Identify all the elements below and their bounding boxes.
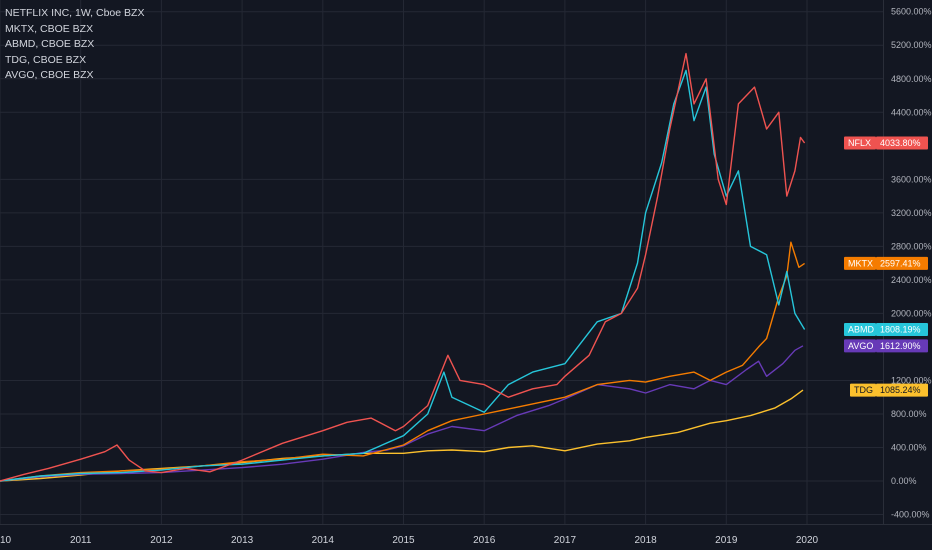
series-line-abmd[interactable] (0, 69, 806, 482)
badge-value: 1808.19% (880, 324, 921, 334)
legend-item-tdg[interactable]: TDG, CBOE BZX (5, 53, 87, 66)
badge-value: 2597.41% (880, 258, 921, 268)
badge-ticker: AVGO (848, 341, 873, 351)
y-tick-label: 5600.00% (891, 7, 932, 17)
price-axis[interactable]: 5600.00% 5200.00% 4800.00% 4400.00% 3600.00%… (891, 7, 932, 520)
y-tick-label: 4400.00% (891, 107, 932, 117)
badge-ticker: TDG (854, 385, 873, 395)
badge-value: 4033.80% (880, 138, 921, 148)
badge-value: 1085.24% (880, 385, 921, 395)
y-tick-label: 3200.00% (891, 208, 932, 218)
x-tick-label: 2010 (0, 535, 12, 546)
y-tick-label: 1200.00% (891, 375, 932, 385)
series-line-avgo[interactable] (0, 345, 804, 482)
legend-item-mktx[interactable]: MKTX, CBOE BZX (5, 22, 94, 35)
x-tick-label: 2013 (231, 535, 254, 546)
series-legend: NETFLIX INC, 1W, Cboe BZX MKTX, CBOE BZX… (5, 6, 144, 84)
grid-lines (0, 0, 883, 524)
badge-mktx: MKTX 2597.41% (844, 256, 928, 270)
legend-item-abmd[interactable]: ABMD, CBOE BZX (5, 38, 95, 50)
y-tick-label: -400.00% (891, 510, 930, 520)
y-tick-label: 0.00% (891, 476, 917, 486)
x-tick-label: 2018 (634, 535, 657, 546)
legend-item-avgo[interactable]: AVGO, CBOE BZX (5, 69, 94, 81)
badge-tdg: TDG 1085.24% (850, 383, 928, 397)
legend-item-nflx[interactable]: NETFLIX INC, 1W, Cboe BZX (5, 7, 145, 19)
y-tick-label: 2000.00% (891, 308, 932, 318)
y-tick-label: 2400.00% (891, 275, 932, 285)
y-tick-label: 3600.00% (891, 174, 932, 184)
x-tick-label: 2020 (796, 535, 819, 546)
series-line-mktx[interactable] (0, 241, 805, 482)
badge-ticker: MKTX (848, 258, 873, 268)
y-tick-label: 4800.00% (891, 74, 932, 84)
x-tick-label: 2019 (715, 535, 738, 546)
y-tick-label: 5200.00% (891, 40, 932, 50)
series-line-nflx[interactable] (0, 52, 806, 482)
badge-avgo: AVGO 1612.90% (844, 339, 928, 353)
last-value-badges: NFLX 4033.80% MKTX 2597.41% ABMD 1808.19% AVGO… (844, 136, 928, 397)
x-tick-label: 2015 (392, 535, 415, 546)
y-tick-label: 2800.00% (891, 241, 932, 251)
x-tick-label: 2016 (473, 535, 496, 546)
y-tick-label: 800.00% (891, 409, 927, 419)
series-lines (0, 52, 806, 482)
badge-ticker: NFLX (848, 138, 871, 148)
x-tick-label: 2011 (70, 535, 92, 546)
y-tick-label: 400.00% (891, 442, 927, 452)
x-tick-label: 2012 (150, 535, 173, 546)
badge-abmd: ABMD 1808.19% (844, 322, 928, 336)
x-tick-label: 2014 (312, 535, 335, 546)
x-tick-label: 2017 (554, 535, 577, 546)
time-axis[interactable]: 2010 2011 2012 2013 2014 2015 2016 2017 2018 2019… (0, 535, 819, 546)
badge-nflx: NFLX 4033.80% (844, 136, 928, 150)
badge-ticker: ABMD (848, 324, 875, 334)
series-line-tdg[interactable] (0, 389, 804, 482)
badge-value: 1612.90% (880, 341, 921, 351)
